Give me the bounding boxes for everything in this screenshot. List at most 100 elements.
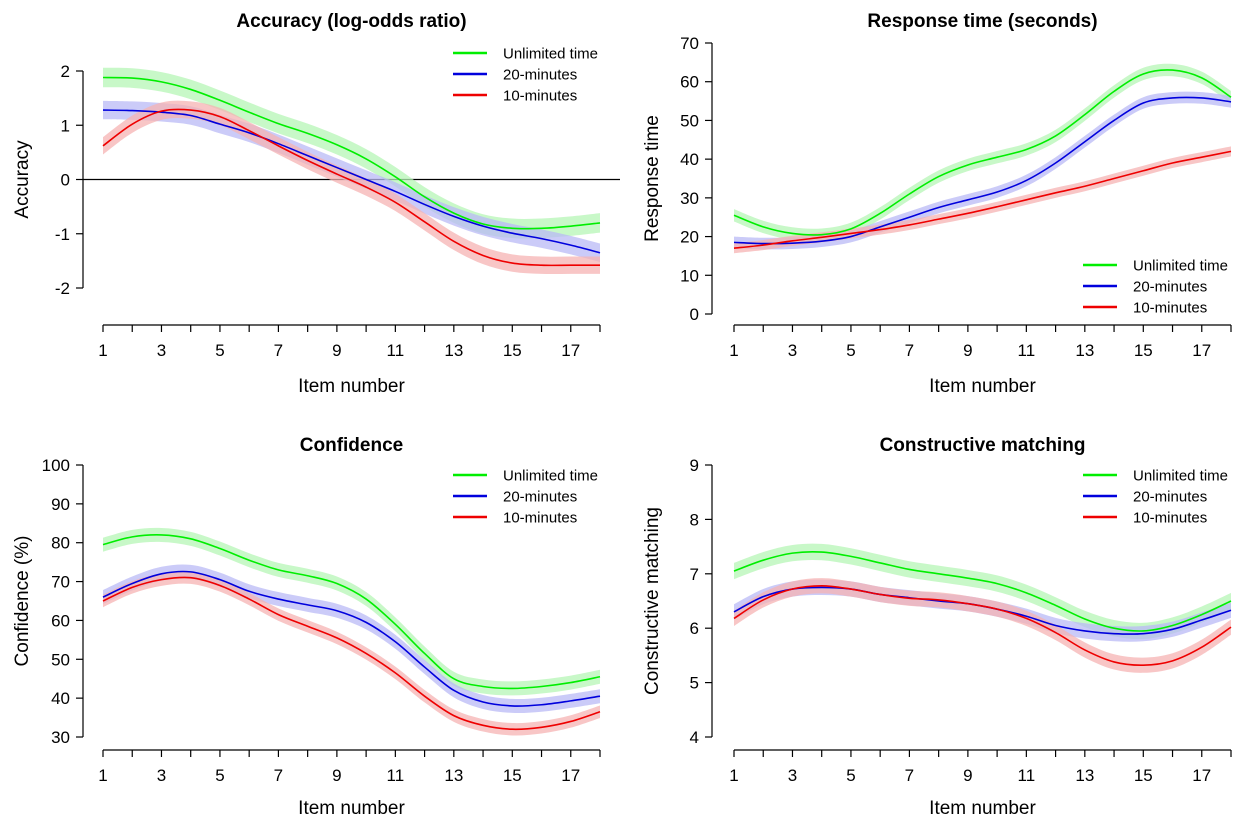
x-tick-label: 17	[1192, 341, 1211, 360]
panel-1: Accuracy (log-odds ratio) -2 -1 0 1 2 Accuracy…	[12, 11, 620, 397]
series-lines	[102, 534, 601, 731]
line-unlimited-time	[102, 534, 601, 690]
y-tick-label: -2	[55, 279, 70, 298]
legend-label: 10-minutes	[503, 510, 577, 527]
line-20-minutes	[102, 109, 601, 254]
band-unlimited-time	[103, 67, 600, 239]
y-axis: 30 40 50 60 70 80 90 100 Confidence (%)	[12, 456, 84, 747]
y-tick-label: 6	[690, 619, 699, 638]
panel-title: Constructive matching	[880, 435, 1086, 456]
confidence-bands	[103, 527, 600, 736]
confidence-bands	[734, 543, 1231, 673]
y-tick-label: 7	[690, 565, 699, 584]
y-tick-label: -1	[55, 225, 70, 244]
x-axis-label: Item number	[929, 376, 1036, 397]
y-axis: -2 -1 0 1 2 Accuracy	[12, 62, 84, 298]
y-tick-label: 80	[51, 534, 70, 553]
legend-label: 10-minutes	[503, 88, 577, 105]
x-tick-label: 13	[444, 341, 463, 360]
panel-title: Accuracy (log-odds ratio)	[236, 11, 466, 32]
x-axis-label: Item number	[298, 376, 405, 397]
x-tick-label: 15	[503, 341, 522, 360]
x-tick-label: 7	[274, 341, 283, 360]
y-tick-label: 2	[61, 62, 70, 81]
y-axis: 4 5 6 7 8 9 Constructive matching	[642, 456, 713, 747]
x-tick-label: 11	[387, 341, 405, 360]
y-tick-label: 8	[690, 510, 699, 529]
line-unlimited-time	[733, 550, 1232, 632]
line-unlimited-time	[733, 69, 1232, 236]
x-tick-label: 9	[332, 766, 341, 785]
legend: Unlimited time 20-minutes 10-minutes	[453, 46, 598, 105]
legend-label: 20-minutes	[1133, 279, 1207, 296]
x-tick-label: 15	[1134, 341, 1153, 360]
x-tick-label: 11	[1018, 766, 1036, 785]
x-tick-label: 9	[963, 341, 972, 360]
y-tick-label: 1	[61, 116, 70, 135]
y-axis-label: Response time	[642, 115, 663, 242]
series-lines	[733, 69, 1232, 249]
y-axis-label: Confidence (%)	[12, 536, 33, 667]
x-tick-label: 9	[332, 341, 341, 360]
y-tick-label: 9	[690, 456, 699, 475]
panel-3: Confidence 30 40 50 60 70 80 90 100 Confidence (%…	[12, 435, 601, 819]
x-tick-label: 1	[98, 341, 107, 360]
x-tick-label: 13	[1075, 341, 1094, 360]
confidence-bands	[734, 63, 1231, 254]
y-axis-label: Accuracy	[12, 140, 33, 219]
x-tick-label: 13	[444, 766, 463, 785]
x-tick-label: 7	[905, 341, 914, 360]
x-tick-label: 3	[157, 766, 166, 785]
y-tick-label: 50	[51, 650, 70, 669]
x-tick-label: 11	[1018, 341, 1036, 360]
x-tick-label: 17	[561, 341, 580, 360]
y-tick-label: 100	[42, 456, 70, 475]
x-tick-label: 5	[846, 341, 855, 360]
line-10-minutes	[102, 576, 601, 731]
x-tick-label: 3	[788, 341, 797, 360]
x-tick-label: 13	[1075, 766, 1094, 785]
legend-label: Unlimited time	[503, 468, 598, 485]
y-tick-label: 40	[680, 150, 699, 169]
y-axis: 0 10 20 30 40 50 60 70 Response time	[642, 34, 713, 324]
legend-label: Unlimited time	[1133, 468, 1228, 485]
band-unlimited-time	[103, 527, 600, 696]
panel-4: Constructive matching 4 5 6 7 8 9 Constructive …	[642, 435, 1232, 819]
y-tick-label: 60	[680, 73, 699, 92]
y-tick-label: 10	[680, 266, 699, 285]
legend-label: 20-minutes	[503, 489, 577, 506]
x-tick-label: 3	[157, 341, 166, 360]
x-tick-label: 7	[905, 766, 914, 785]
y-tick-label: 90	[51, 495, 70, 514]
y-tick-label: 4	[690, 728, 699, 747]
x-axis-label: Item number	[298, 798, 405, 819]
series-lines	[102, 76, 601, 267]
y-tick-label: 70	[680, 34, 699, 53]
x-tick-label: 3	[788, 766, 797, 785]
x-tick-label: 1	[729, 341, 738, 360]
legend-label: 10-minutes	[1133, 510, 1207, 527]
x-tick-label: 17	[1192, 766, 1211, 785]
x-tick-label: 9	[963, 766, 972, 785]
x-tick-label: 5	[215, 766, 224, 785]
x-tick-label: 5	[215, 341, 224, 360]
x-tick-label: 15	[503, 766, 522, 785]
y-tick-label: 30	[51, 728, 70, 747]
legend-label: Unlimited time	[503, 46, 598, 63]
band-10-minutes	[103, 100, 600, 275]
line-unlimited-time	[102, 76, 601, 230]
y-tick-label: 0	[61, 171, 70, 190]
legend-label: 10-minutes	[1133, 300, 1207, 317]
y-tick-label: 0	[690, 305, 699, 324]
x-tick-label: 11	[387, 766, 405, 785]
x-tick-label: 7	[274, 766, 283, 785]
line-20-minutes	[102, 570, 601, 707]
y-tick-label: 5	[690, 674, 699, 693]
y-tick-label: 70	[51, 573, 70, 592]
panel-title: Response time (seconds)	[867, 11, 1097, 32]
